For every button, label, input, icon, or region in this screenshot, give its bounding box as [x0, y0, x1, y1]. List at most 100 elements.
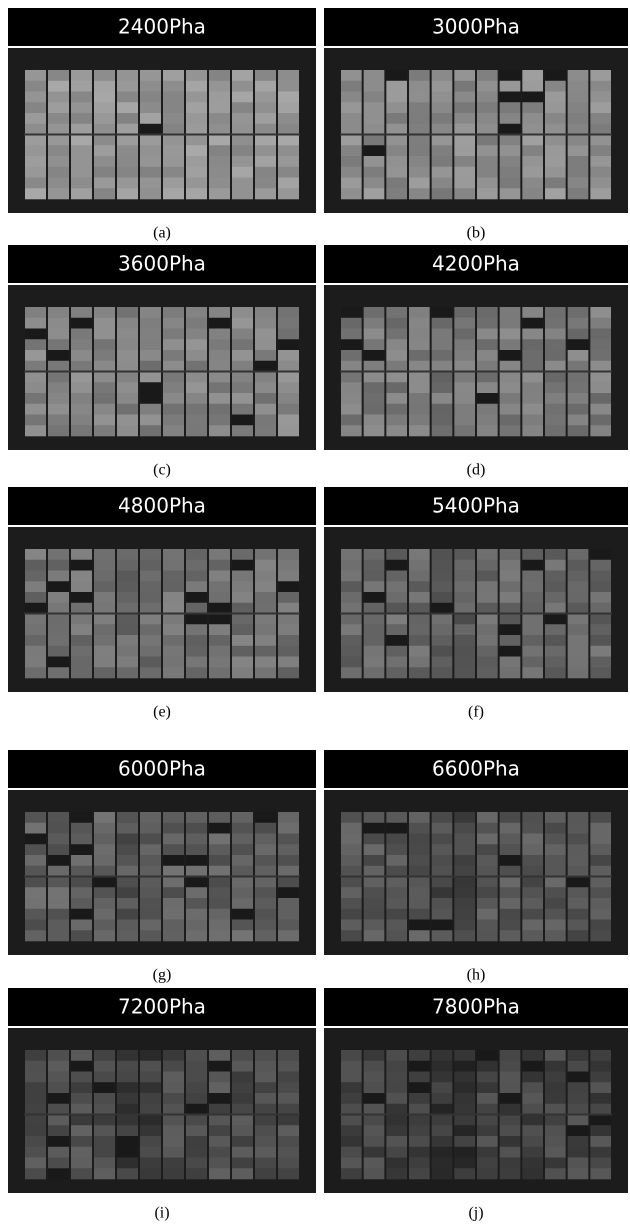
cell-strip: [48, 855, 69, 867]
cell-strip: [209, 403, 230, 415]
cell-strip: [522, 1050, 543, 1062]
cell-strip: [545, 382, 566, 394]
cell-strip: [499, 188, 521, 200]
cell-strip: [209, 919, 230, 931]
cell-strip: [341, 1168, 362, 1180]
cell-strip: [386, 559, 407, 571]
cell-strip: [140, 91, 161, 103]
cell-strip: [71, 360, 92, 372]
cell-strip: [278, 382, 299, 394]
cell-strip: [590, 1050, 611, 1062]
cell-strip: [209, 656, 230, 668]
cell-strip: [140, 667, 161, 679]
cell-strip: [25, 382, 46, 394]
cell-strip: [140, 570, 161, 582]
cell-strip: [209, 156, 230, 168]
cell-strip: [545, 855, 566, 867]
cell-strip: [363, 1093, 385, 1105]
cell-strip: [431, 328, 453, 340]
cell-strip: [232, 559, 253, 571]
cell-strip: [545, 393, 566, 405]
cell-strip: [567, 1103, 589, 1115]
cell-strip: [25, 919, 46, 931]
cell-strip: [409, 70, 430, 82]
cell-strip: [431, 592, 453, 604]
cell-strip: [363, 371, 385, 383]
cell-strip: [567, 166, 589, 178]
cell-strip: [454, 602, 475, 614]
cell-strip: [232, 898, 253, 910]
cell-strip: [71, 1168, 92, 1180]
cell-strip: [545, 328, 566, 340]
cell-strip: [117, 844, 138, 856]
cell-strip: [255, 393, 276, 405]
cell-strip: [431, 102, 453, 114]
cell-strip: [94, 1136, 115, 1148]
cell-strip: [140, 876, 161, 888]
cell-strip: [117, 145, 138, 157]
cell-strip: [454, 1050, 475, 1062]
cell-strip: [409, 833, 430, 845]
cell-strip: [409, 382, 430, 394]
cell-strip: [499, 549, 521, 561]
cell-strip: [94, 865, 115, 877]
cell-strip: [567, 602, 589, 614]
cell-strip: [386, 855, 407, 867]
header-bar: [8, 245, 316, 283]
cell-strip: [454, 1114, 475, 1126]
cell-strip: [163, 570, 184, 582]
cell-strip: [25, 570, 46, 582]
cell-strip: [232, 833, 253, 845]
cell-strip: [567, 908, 589, 920]
cell-strip: [278, 102, 299, 114]
cell-strip: [386, 113, 407, 125]
cell-strip: [232, 876, 253, 888]
cell-strip: [163, 350, 184, 362]
cell-strip: [278, 80, 299, 92]
cell-strip: [71, 70, 92, 82]
cell-strip: [590, 113, 611, 125]
cell-strip: [341, 1136, 362, 1148]
cell-strip: [522, 123, 543, 135]
cell-strip: [522, 1146, 543, 1158]
cell-strip: [232, 360, 253, 372]
cell-strip: [140, 1114, 161, 1126]
cell-strip: [567, 549, 589, 561]
cell-strip: [590, 1060, 611, 1072]
cell-strip: [409, 1093, 430, 1105]
cell-strip: [71, 822, 92, 834]
cell-strip: [409, 887, 430, 899]
cell-strip: [363, 1136, 385, 1148]
cell-strip: [25, 360, 46, 372]
cell-strip: [94, 833, 115, 845]
cell-strip: [163, 645, 184, 657]
cell-strip: [140, 328, 161, 340]
cell-strip: [186, 91, 207, 103]
cell-strip: [545, 624, 566, 636]
cell-strip: [454, 1168, 475, 1180]
cell-strip: [590, 887, 611, 899]
cell-strip: [545, 166, 566, 178]
cell-strip: [163, 80, 184, 92]
cell-strip: [477, 360, 498, 372]
cell-strip: [163, 656, 184, 668]
cell-strip: [255, 635, 276, 647]
cell-strip: [590, 833, 611, 845]
cell-strip: [186, 656, 207, 668]
cell-strip: [590, 919, 611, 931]
cell-strip: [477, 1093, 498, 1105]
cell-strip: [590, 102, 611, 114]
cell-strip: [278, 328, 299, 340]
cell-strip: [590, 624, 611, 636]
cell-strip: [567, 123, 589, 135]
cell-strip: [209, 102, 230, 114]
cell-strip: [499, 624, 521, 636]
cell-strip: [522, 898, 543, 910]
cell-strip: [117, 1136, 138, 1148]
cell-strip: [363, 1082, 385, 1094]
cell-strip: [94, 339, 115, 351]
cell-strip: [431, 581, 453, 593]
cell-strip: [278, 592, 299, 604]
cell-strip: [499, 812, 521, 824]
cell-strip: [25, 403, 46, 415]
